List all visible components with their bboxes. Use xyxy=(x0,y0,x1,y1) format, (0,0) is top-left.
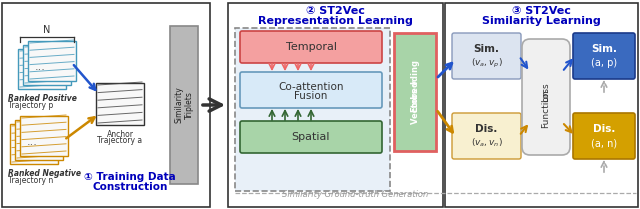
Text: Representation Learning: Representation Learning xyxy=(258,16,413,26)
Text: Vectors v: Vectors v xyxy=(410,80,419,124)
FancyBboxPatch shape xyxy=(394,33,436,151)
Text: Ranked Negative: Ranked Negative xyxy=(8,169,81,178)
Text: (a, n): (a, n) xyxy=(591,138,617,148)
Text: $(v_a, v_p)$: $(v_a, v_p)$ xyxy=(470,56,502,70)
Text: $(v_a, v_n)$: $(v_a, v_n)$ xyxy=(470,137,502,149)
FancyBboxPatch shape xyxy=(240,72,382,108)
FancyBboxPatch shape xyxy=(15,120,63,160)
FancyBboxPatch shape xyxy=(240,121,382,153)
FancyBboxPatch shape xyxy=(18,49,66,89)
Text: (a, p): (a, p) xyxy=(591,58,617,68)
FancyBboxPatch shape xyxy=(522,39,570,155)
FancyBboxPatch shape xyxy=(235,28,390,191)
FancyBboxPatch shape xyxy=(573,113,635,159)
Text: Spatial: Spatial xyxy=(292,132,330,142)
Text: Anchor: Anchor xyxy=(106,130,134,139)
Text: Embedding: Embedding xyxy=(410,60,419,112)
FancyBboxPatch shape xyxy=(240,31,382,63)
Text: Dis.: Dis. xyxy=(593,124,615,134)
Text: Co-attention: Co-attention xyxy=(278,82,344,92)
Text: Sim.: Sim. xyxy=(591,44,617,54)
FancyBboxPatch shape xyxy=(10,124,58,164)
FancyBboxPatch shape xyxy=(28,41,76,81)
FancyBboxPatch shape xyxy=(452,113,521,159)
Text: Trajectory p: Trajectory p xyxy=(8,101,53,110)
FancyBboxPatch shape xyxy=(23,45,71,85)
Text: Ranked Positive: Ranked Positive xyxy=(8,94,77,103)
FancyBboxPatch shape xyxy=(170,26,198,184)
FancyBboxPatch shape xyxy=(228,3,443,207)
Text: Similarity
Triplets: Similarity Triplets xyxy=(174,87,194,123)
FancyBboxPatch shape xyxy=(96,83,144,125)
Text: Trajectory n: Trajectory n xyxy=(8,176,53,185)
FancyBboxPatch shape xyxy=(452,33,521,79)
Text: Sim.: Sim. xyxy=(474,44,499,54)
Text: Dis.: Dis. xyxy=(476,124,498,134)
Text: Fusion: Fusion xyxy=(294,91,328,101)
Text: Loss: Loss xyxy=(541,82,550,102)
Text: ① Training Data: ① Training Data xyxy=(84,172,176,182)
Text: Function: Function xyxy=(541,90,550,128)
Text: Similarity Ground-truth Generation: Similarity Ground-truth Generation xyxy=(282,190,429,199)
Text: ...: ... xyxy=(35,62,45,72)
Text: Construction: Construction xyxy=(92,182,168,192)
FancyBboxPatch shape xyxy=(20,116,68,156)
Text: Similarity Learning: Similarity Learning xyxy=(482,16,601,26)
FancyBboxPatch shape xyxy=(2,3,210,207)
Text: ② ST2Vec: ② ST2Vec xyxy=(306,6,365,16)
Text: Temporal: Temporal xyxy=(285,42,337,52)
Text: Trajectory a: Trajectory a xyxy=(97,136,143,145)
FancyBboxPatch shape xyxy=(445,3,638,207)
Text: ...: ... xyxy=(27,137,37,147)
Text: N: N xyxy=(44,25,51,35)
Text: ③ ST2Vec: ③ ST2Vec xyxy=(512,6,571,16)
FancyBboxPatch shape xyxy=(573,33,635,79)
